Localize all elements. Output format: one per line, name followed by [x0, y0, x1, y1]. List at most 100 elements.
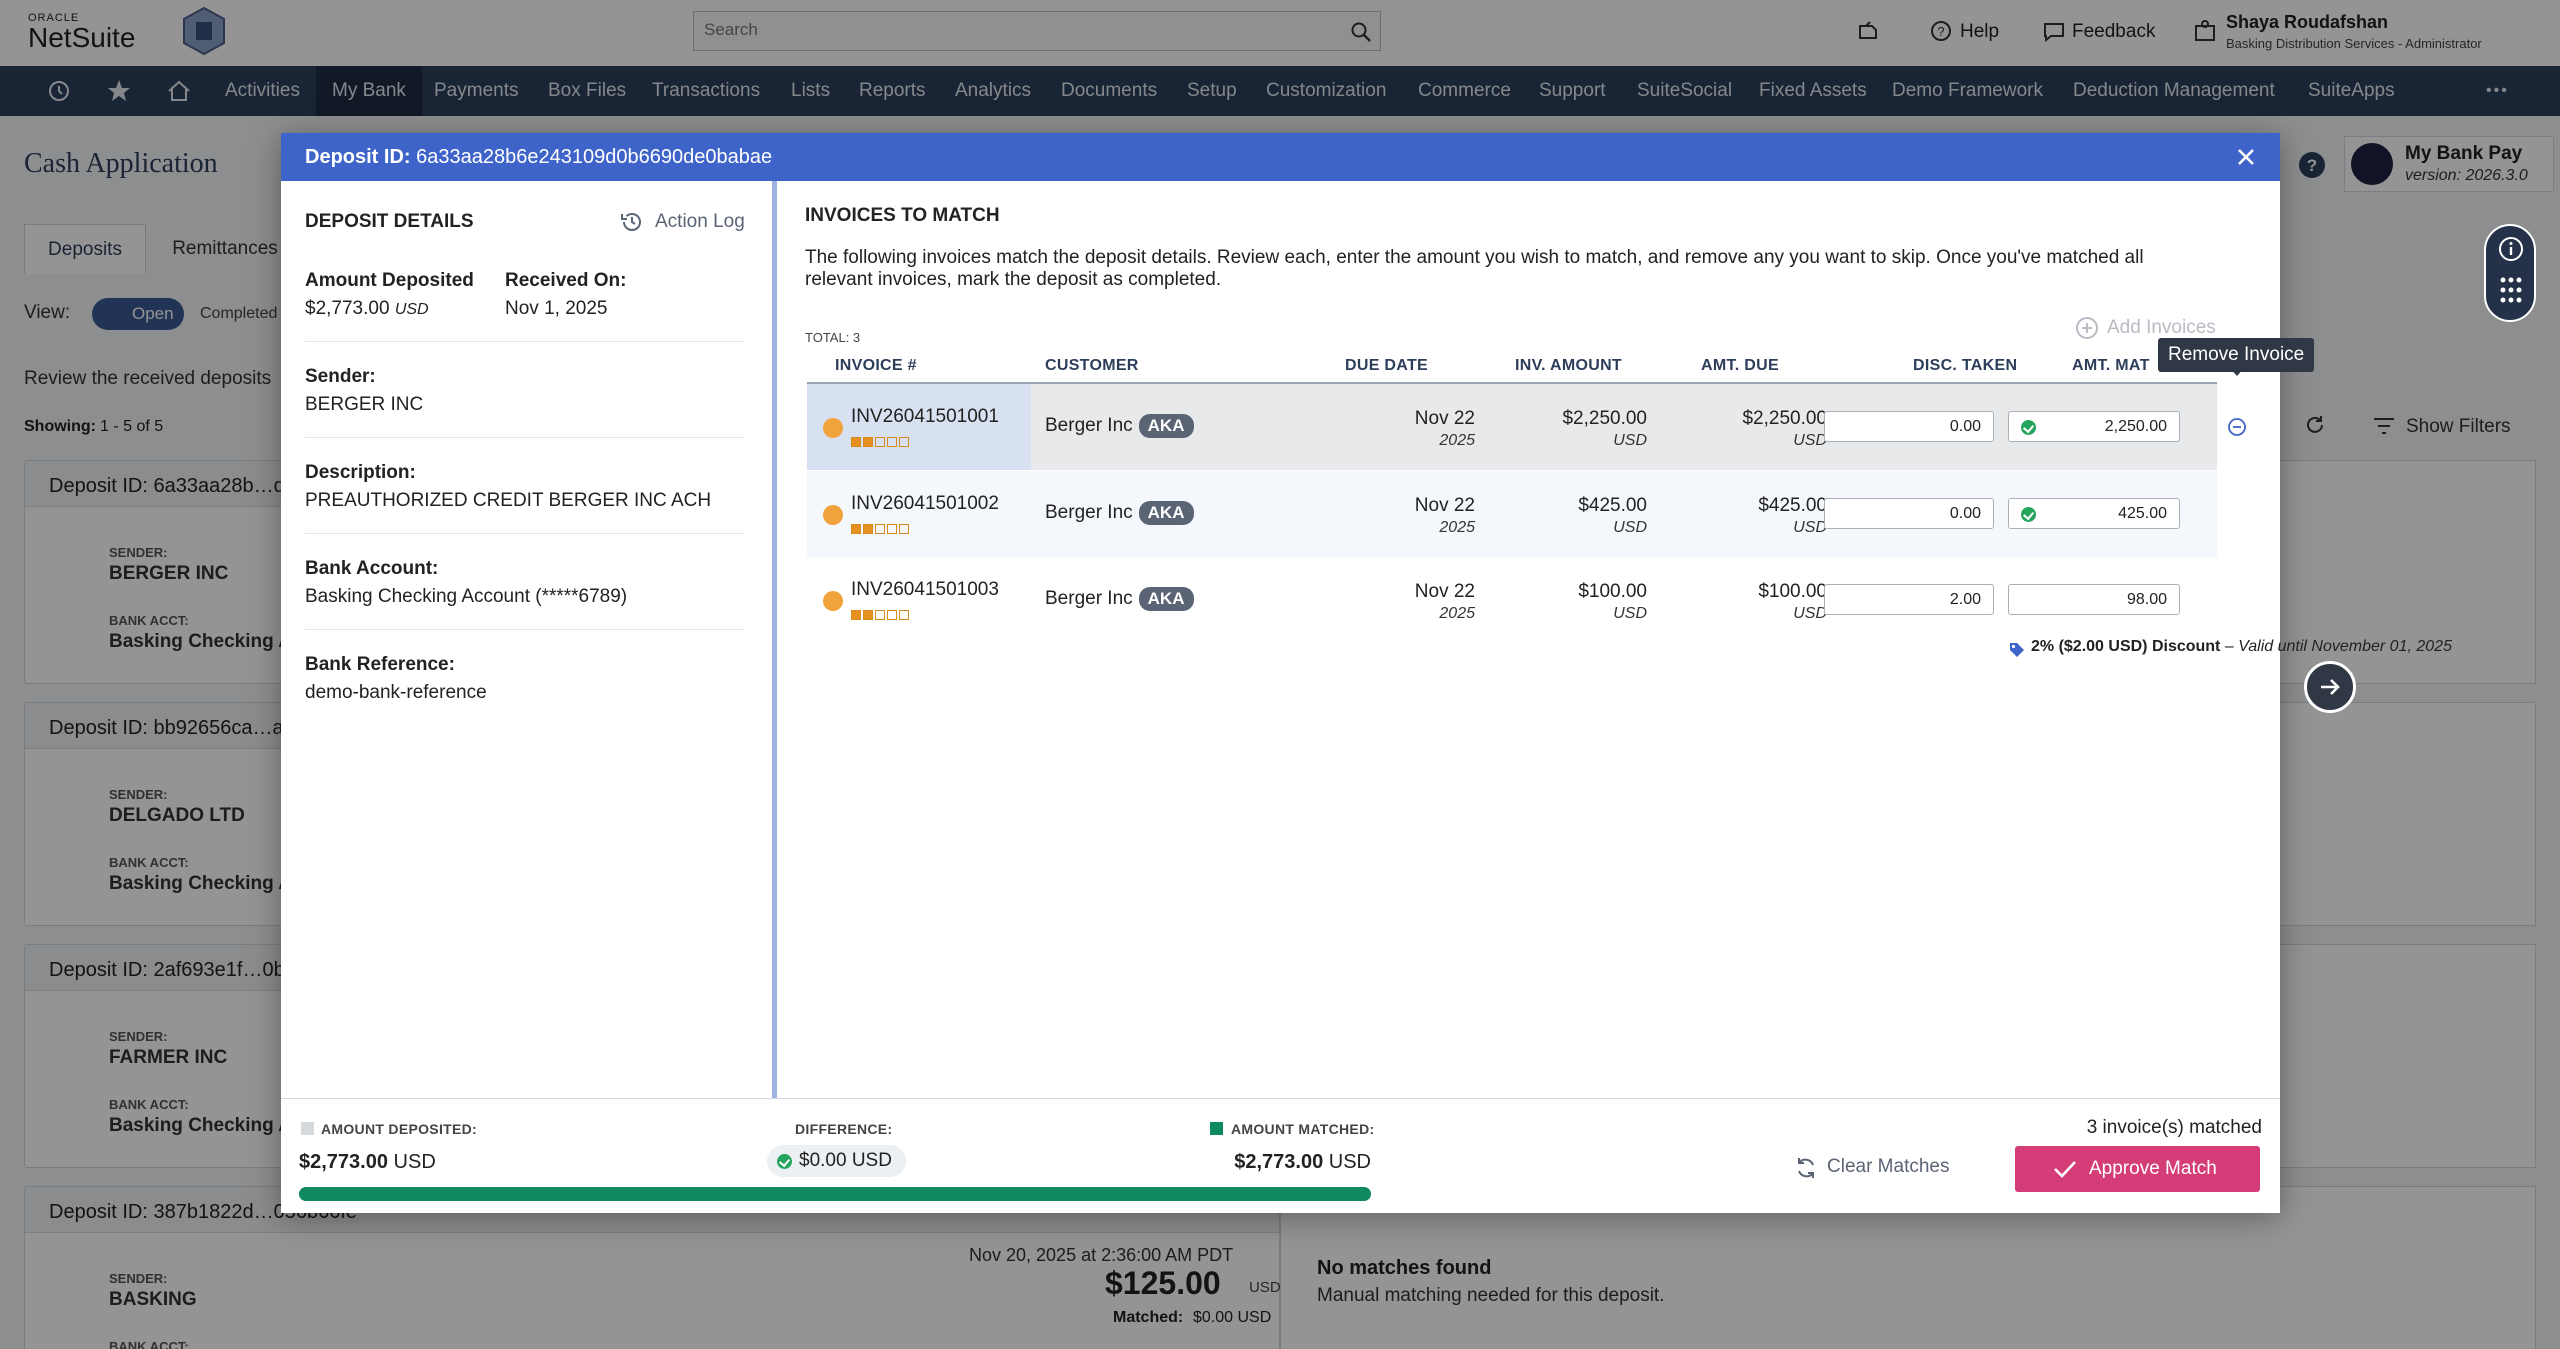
nav-deduction-management[interactable]: Deduction Management: [2073, 80, 2275, 101]
col-amt-due[interactable]: AMT. DUE: [1701, 357, 1779, 374]
recent-icon[interactable]: [46, 78, 72, 104]
home-icon[interactable]: [166, 78, 192, 104]
review-text: Review the received deposits: [24, 368, 272, 389]
deposit-id-label: Deposit ID:: [49, 475, 148, 497]
customer-cell: Berger Inc AKA: [1045, 414, 1194, 438]
tooltip-arrow: [2230, 368, 2244, 376]
row-highlight: [807, 384, 1031, 470]
global-search[interactable]: [693, 11, 1381, 51]
nav-demo-framework[interactable]: Demo Framework: [1892, 80, 2043, 101]
history-icon[interactable]: [619, 209, 645, 235]
nav-more[interactable]: •••: [2486, 82, 2509, 99]
approve-match-button[interactable]: Approve Match: [2015, 1146, 2260, 1192]
tab-remittances[interactable]: Remittances: [172, 238, 278, 259]
netsuite-logo[interactable]: NetSuite: [28, 22, 136, 53]
recent-records-icon[interactable]: [1856, 18, 1880, 42]
received-on-value: Nov 1, 2025: [505, 298, 608, 319]
bank-account-label: Bank Account:: [305, 558, 439, 579]
amount-deposited-footer-label: AMOUNT DEPOSITED:: [321, 1121, 477, 1137]
help-link[interactable]: Help: [1960, 21, 2000, 42]
refresh-icon[interactable]: [2304, 414, 2326, 436]
view-open-toggle[interactable]: Open: [92, 298, 184, 330]
invoice-number[interactable]: INV26041501001: [851, 406, 999, 427]
top-bar: ORACLE NetSuite ? Help Feedback Shaya Ro…: [0, 0, 2560, 66]
deposit-date: Nov 20, 2025 at 2:36:00 AM PDT: [969, 1245, 1234, 1265]
search-icon[interactable]: [1350, 21, 1372, 43]
favorites-star-icon[interactable]: [106, 78, 132, 104]
feedback-link[interactable]: Feedback: [2072, 21, 2156, 42]
col-amt-matched[interactable]: AMT. MATCHED: [2072, 357, 2150, 374]
nav-lists[interactable]: Lists: [791, 80, 831, 101]
close-icon[interactable]: [2236, 147, 2256, 167]
aka-badge[interactable]: AKA: [1138, 587, 1194, 611]
col-due-date[interactable]: DUE DATE: [1345, 357, 1428, 374]
nav-analytics[interactable]: Analytics: [955, 80, 1032, 101]
add-circle-icon[interactable]: [2075, 316, 2099, 340]
invoice-number[interactable]: INV26041501003: [851, 579, 999, 600]
col-disc-taken[interactable]: DISC. TAKEN: [1913, 357, 2018, 374]
col-invoice[interactable]: INVOICE #: [835, 357, 917, 374]
user-name[interactable]: Shaya Roudafshan: [2226, 12, 2389, 32]
view-completed-toggle[interactable]: Completed: [200, 305, 278, 322]
remove-invoice-icon[interactable]: [2227, 417, 2247, 437]
feedback-icon[interactable]: [2042, 20, 2066, 42]
clear-matches-button[interactable]: Clear Matches: [1827, 1156, 1950, 1177]
role-icon[interactable]: [2192, 18, 2218, 44]
next-deposit-button[interactable]: [2304, 661, 2356, 713]
disc-taken-input[interactable]: 0.00: [1824, 411, 1994, 442]
disc-taken-input[interactable]: 2.00: [1824, 584, 1994, 615]
info-icon[interactable]: [2498, 236, 2524, 262]
nav-my-bank[interactable]: My Bank: [316, 66, 422, 116]
nav-payments[interactable]: Payments: [434, 80, 519, 101]
user-role[interactable]: Basking Distribution Services - Administ…: [2226, 36, 2482, 51]
clear-refresh-icon[interactable]: [1793, 1155, 1819, 1181]
amt-due: $425.00 USD: [1758, 495, 1827, 536]
nav-suitesocial[interactable]: SuiteSocial: [1637, 80, 1733, 101]
keypad-icon[interactable]: [2499, 276, 2523, 308]
amt-matched-input[interactable]: 2,250.00: [2008, 411, 2180, 442]
invoice-row[interactable]: INV26041501002 Berger Inc AKA Nov 22 2025 …: [807, 471, 2217, 557]
show-filters-button[interactable]: Show Filters: [2406, 416, 2511, 437]
aka-badge[interactable]: AKA: [1138, 501, 1194, 525]
col-customer[interactable]: CUSTOMER: [1045, 357, 1139, 374]
nav-box-files[interactable]: Box Files: [548, 80, 627, 101]
assistant-widget[interactable]: [2484, 224, 2536, 322]
nav-transactions[interactable]: Transactions: [652, 80, 761, 101]
deposit-id-label: Deposit ID:: [49, 717, 148, 739]
match-progress-track: [299, 1187, 1371, 1201]
disc-taken-input[interactable]: 0.00: [1824, 498, 1994, 529]
invoice-row[interactable]: INV26041501001 Berger Inc AKA Nov 22 2025 …: [807, 384, 2217, 470]
tab-deposits[interactable]: Deposits: [24, 224, 146, 274]
nav-fixed-assets[interactable]: Fixed Assets: [1759, 80, 1867, 101]
svg-text:?: ?: [1937, 24, 1944, 39]
received-on-label: Received On:: [505, 270, 627, 291]
aka-badge[interactable]: AKA: [1138, 414, 1194, 438]
invoice-number[interactable]: INV26041501002: [851, 493, 999, 514]
add-invoices-button[interactable]: Add Invoices: [2107, 317, 2216, 338]
invoice-row[interactable]: INV26041501003 Berger Inc AKA Nov 22 2025 …: [807, 557, 2217, 643]
help-circle-icon[interactable]: ?: [2298, 151, 2326, 179]
nav-setup[interactable]: Setup: [1187, 80, 1237, 101]
help-icon[interactable]: ?: [1930, 20, 1952, 42]
amt-matched-input[interactable]: 98.00: [2008, 584, 2180, 615]
sender-label: SENDER:: [109, 1029, 168, 1044]
showing-value: 1 - 5 of 5: [100, 418, 164, 435]
amt-matched-input[interactable]: 425.00: [2008, 498, 2180, 529]
col-inv-amount[interactable]: INV. AMOUNT: [1515, 357, 1623, 374]
search-input[interactable]: [694, 12, 1314, 48]
nav-activities[interactable]: Activities: [225, 80, 300, 101]
nav-customization[interactable]: Customization: [1266, 80, 1387, 101]
action-log-link[interactable]: Action Log: [655, 211, 745, 232]
nav-reports[interactable]: Reports: [859, 80, 926, 101]
deposit-details-panel: DEPOSIT DETAILS Action Log Amount Deposi…: [281, 181, 777, 1098]
deposit-currency: USD: [1249, 1279, 1281, 1296]
nav-suiteapps[interactable]: SuiteApps: [2308, 80, 2395, 101]
company-logo-icon[interactable]: [180, 6, 228, 56]
nav-support[interactable]: Support: [1539, 80, 1606, 101]
deposited-legend: [301, 1122, 314, 1135]
sender-label: SENDER:: [109, 1271, 168, 1286]
description-value: PREAUTHORIZED CREDIT BERGER INC ACH: [305, 490, 712, 511]
nav-commerce[interactable]: Commerce: [1418, 80, 1511, 101]
nav-documents[interactable]: Documents: [1061, 80, 1158, 101]
filter-icon[interactable]: [2372, 416, 2396, 436]
